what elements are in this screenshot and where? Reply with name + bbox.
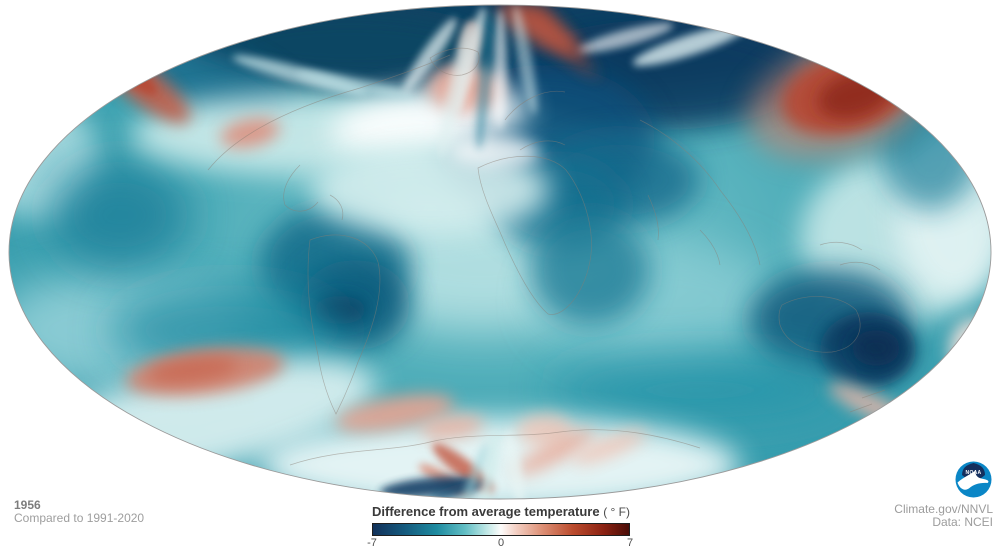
tick-mid: 0 xyxy=(497,537,505,549)
mollweide-map-svg xyxy=(8,4,992,500)
credit-data: Data: NCEI xyxy=(932,515,993,529)
colorbar xyxy=(372,523,630,536)
legend-title: Difference from average temperature ( ° … xyxy=(341,504,661,520)
noaa-logo: NOAA xyxy=(955,461,992,498)
credits: Climate.gov/NNVL Data: NCEI xyxy=(894,503,993,529)
credit-site: Climate.gov/NNVL xyxy=(894,502,993,516)
legend-title-text: Difference from average temperature xyxy=(371,504,600,519)
legend: Difference from average temperature ( ° … xyxy=(341,504,661,550)
map-outline xyxy=(8,4,992,500)
colorbar-wrap: -7 0 7 xyxy=(367,523,634,549)
map-field xyxy=(9,5,991,499)
tick-max: 7 xyxy=(626,537,634,549)
date-block: 1956 Compared to 1991-2020 xyxy=(14,499,144,525)
comparison-baseline: Compared to 1991-2020 xyxy=(14,511,145,525)
coastlines xyxy=(207,47,886,466)
map-year: 1956 xyxy=(14,498,41,512)
legend-unit: ( ° F) xyxy=(603,505,630,519)
noaa-logo-gull-icon xyxy=(957,470,989,490)
tick-min: -7 xyxy=(367,537,377,549)
world-map xyxy=(8,4,992,500)
colorbar-ticks: -7 0 7 xyxy=(367,537,634,549)
pole-fan-streaks xyxy=(403,5,537,499)
